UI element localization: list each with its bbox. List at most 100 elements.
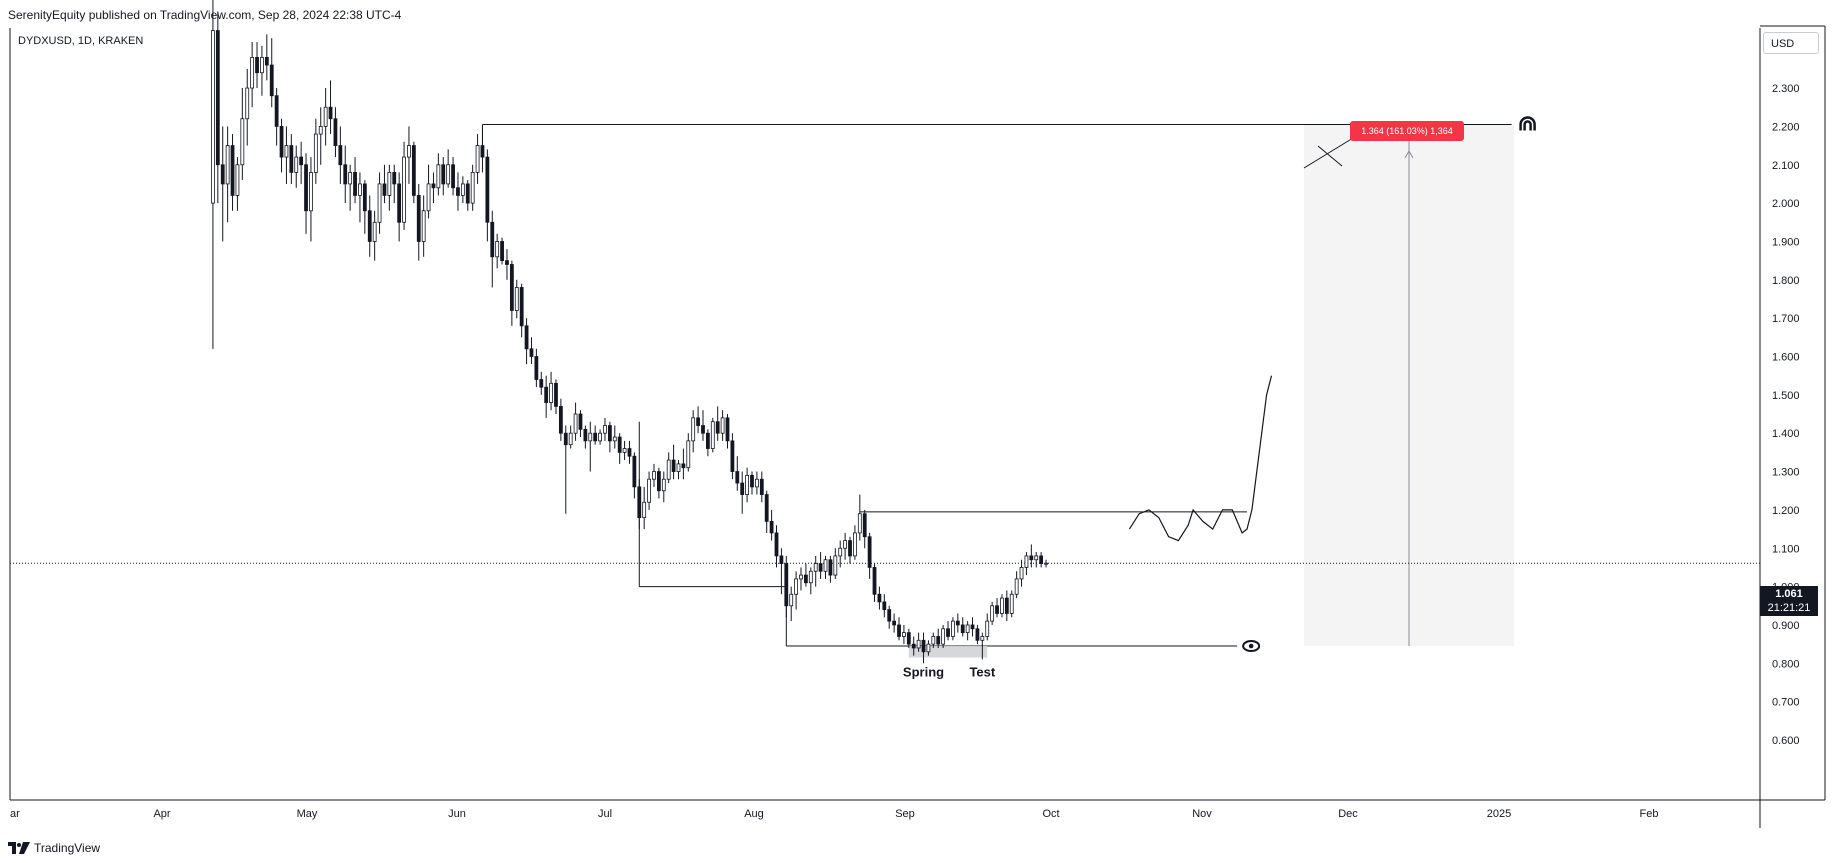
candle-body [289,145,294,173]
candle-body [808,570,813,584]
x-tick-label: Apr [153,808,170,820]
candle-body [318,126,323,135]
candle-body [470,172,475,204]
candle-body [980,636,985,641]
candle-body [411,145,416,196]
candle-body [715,421,720,434]
x-tick-label: 2025 [1487,808,1511,820]
candle-body [1034,555,1039,561]
candle-body [799,574,803,580]
candle-body [877,593,882,603]
candle-body [632,455,637,488]
projection-path[interactable] [1128,375,1273,542]
tradingview-footer[interactable]: TradingView [8,841,100,855]
candle-body [490,221,495,258]
y-tick-label: 0.700 [1772,697,1800,709]
candle-body [578,413,583,430]
candle-body [416,195,421,242]
x-tick-label: Aug [744,808,764,820]
candle-body [392,172,397,185]
candle-body [348,172,353,185]
measure-label[interactable]: 1.364 (161.03%) 1,364 [1350,121,1464,141]
candle-body [671,459,676,472]
magnet-icon[interactable] [1519,116,1536,131]
candle-body [309,172,313,212]
candle-body [970,624,975,630]
candle-body [235,164,240,196]
candle-body [607,425,612,442]
candle-body [495,241,500,258]
candle-body [755,478,759,488]
eye-icon[interactable] [1242,640,1261,653]
candle-body [230,145,235,196]
candle-body [887,609,892,622]
x-tick-label: Jun [448,808,466,820]
symbol-legend[interactable]: DYDXUSD, 1D, KRAKEN [18,35,144,47]
y-tick-label: 1.900 [1772,236,1800,248]
candle-body [946,628,950,637]
candle-body [554,382,558,407]
candle-body [568,432,573,446]
candle-body [833,555,838,576]
x-tick-label: Sep [895,808,915,820]
candle-body [377,183,382,223]
candle-body [622,448,627,453]
candle-body [941,628,946,645]
candle-body [524,325,529,350]
candle-body [637,486,642,518]
candle-body [304,164,308,212]
candle-body [353,172,357,196]
candle-body [764,494,769,522]
candle-body [269,64,274,97]
candle-body [965,624,970,634]
candle-body [588,432,593,442]
candle-body [705,432,710,449]
candle-body [358,183,362,196]
candle-body [931,636,936,645]
tradingview-logo-icon [8,842,30,854]
spring-test-zone [908,646,988,658]
candle-body [710,421,715,449]
candle-body [642,501,647,518]
candle-body [397,183,402,223]
candle-body [794,578,799,595]
candle-body [480,145,485,158]
y-tick-label: 2.000 [1772,198,1800,210]
candle-body [921,639,926,653]
candle-body [612,436,617,442]
candle-body [862,513,867,538]
candle-body [784,563,789,607]
currency-selector[interactable]: USD [1763,32,1819,54]
candle-body [250,56,255,89]
y-tick-label: 1.200 [1772,505,1800,517]
y-tick-label: 0.800 [1772,658,1800,670]
candle-body [1014,578,1019,595]
candle-body [215,30,220,166]
annotation-label-spring: Spring [903,665,944,680]
candle-body [509,264,514,311]
candle-body [245,87,250,120]
x-tick-label: Jul [598,808,612,820]
candle-body [867,536,872,568]
candle-body [544,386,549,403]
candle-body [563,432,568,446]
last-price-value: 1.061 [1775,588,1803,600]
candle-body [260,56,264,74]
candle-body [387,172,392,196]
candle-body [627,448,632,457]
y-tick-label: 1.800 [1772,275,1800,287]
candle-body [1019,567,1024,580]
candle-body [264,56,269,66]
y-tick-label: 1.100 [1772,543,1800,555]
candle-body [274,95,279,127]
candle-body [990,605,995,622]
candle-body [1004,597,1009,614]
candle-body [911,643,916,649]
candle-body [225,145,230,185]
candle-body [367,210,372,242]
candle-body [750,474,754,488]
candle-body [421,210,426,242]
candle-body [696,417,700,426]
y-tick-label: 1.400 [1772,428,1800,440]
